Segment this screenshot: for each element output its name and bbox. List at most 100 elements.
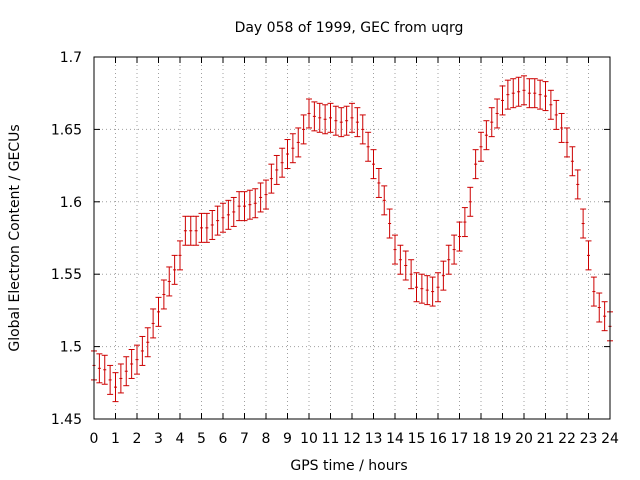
data-point <box>117 363 124 394</box>
data-point <box>187 215 194 246</box>
data-point <box>273 154 280 185</box>
x-tick-label: 7 <box>240 431 249 447</box>
data-point <box>418 273 425 304</box>
data-point <box>236 191 243 222</box>
data-point <box>537 79 544 110</box>
x-tick-label: 13 <box>365 431 383 447</box>
data-point <box>547 89 554 120</box>
axis-ticks <box>93 56 611 420</box>
data-point <box>316 102 323 133</box>
data-point <box>214 205 221 236</box>
data-point <box>569 146 576 177</box>
data-point <box>268 163 275 194</box>
x-tick-labels: 0 1 2 3 4 5 6 7 8 9 10 11 12 13 14 15 16 17 18 19 20 21 22 23 24 <box>90 431 619 447</box>
data-point <box>354 107 361 138</box>
data-point <box>435 272 441 303</box>
data-point <box>246 189 253 220</box>
x-tick-label: 9 <box>283 431 292 447</box>
data-point <box>504 79 511 110</box>
x-tick-label: 12 <box>343 431 361 447</box>
x-tick-label: 5 <box>197 431 206 447</box>
data-point <box>332 105 339 136</box>
data-point <box>203 212 210 243</box>
x-tick-label: 6 <box>219 431 228 447</box>
data-point <box>193 215 200 246</box>
data-point <box>166 266 173 297</box>
data-point <box>515 76 522 107</box>
data-point <box>574 169 581 200</box>
data-point <box>445 244 452 275</box>
x-tick-label: 14 <box>386 431 404 447</box>
x-tick-label: 1 <box>111 431 120 447</box>
data-point <box>392 234 398 265</box>
plot-frame <box>93 56 611 420</box>
y-tick-label: 1.5 <box>60 340 82 356</box>
x-tick-label: 16 <box>429 431 447 447</box>
x-tick-label: 3 <box>154 431 163 447</box>
data-point <box>160 279 167 310</box>
data-point <box>144 327 151 358</box>
data-point <box>263 179 269 210</box>
data-point <box>370 149 377 180</box>
data-point <box>564 127 570 158</box>
data-point <box>483 120 490 151</box>
data-point <box>198 212 205 243</box>
x-tick-label: 18 <box>472 431 490 447</box>
data-point <box>295 127 302 158</box>
y-tick-label: 1.55 <box>51 267 82 283</box>
data-point <box>101 354 108 385</box>
data-point <box>134 344 140 375</box>
data-point <box>424 275 431 306</box>
data-point <box>311 101 318 132</box>
data-point <box>306 98 312 129</box>
data-point <box>343 105 350 136</box>
data-point <box>413 272 420 303</box>
data-point <box>478 131 484 162</box>
data-point <box>558 112 565 143</box>
data-point <box>585 240 592 271</box>
x-tick-label: 17 <box>451 431 469 447</box>
data-point <box>257 182 264 213</box>
data-point <box>155 296 162 327</box>
data-point <box>510 78 517 109</box>
x-tick-label: 15 <box>408 431 426 447</box>
data-point <box>123 356 130 387</box>
x-tick-label: 8 <box>262 431 271 447</box>
data-point <box>209 209 216 240</box>
y-tick-labels: 1.45 1.5 1.55 1.6 1.65 1.7 <box>51 50 82 428</box>
x-tick-label: 2 <box>133 431 142 447</box>
data-point <box>349 102 355 133</box>
data-point <box>397 244 404 275</box>
data-point <box>252 188 259 219</box>
data-point <box>531 78 538 109</box>
data-point <box>601 301 608 332</box>
data-point <box>499 85 506 116</box>
data-point <box>359 114 366 145</box>
data-point <box>386 208 393 239</box>
x-tick-label: 23 <box>580 431 598 447</box>
data-point <box>596 292 603 323</box>
data-point <box>338 107 345 138</box>
data-point <box>381 185 388 216</box>
data-point <box>429 276 436 307</box>
data-point <box>284 139 291 169</box>
y-tick-label: 1.45 <box>51 412 82 428</box>
data-point <box>139 335 146 366</box>
data-point <box>182 215 189 246</box>
x-tick-label: 0 <box>90 431 99 447</box>
data-point <box>171 254 178 285</box>
x-tick-label: 21 <box>537 431 555 447</box>
data-point <box>456 221 463 252</box>
data-point <box>375 167 382 198</box>
data-point <box>279 147 286 178</box>
data-point <box>580 208 587 239</box>
data-point <box>230 196 237 227</box>
data-point <box>327 102 334 133</box>
data-point <box>128 348 135 379</box>
data-point <box>467 186 474 217</box>
data-point <box>322 104 329 135</box>
data-point <box>553 99 560 130</box>
x-tick-label: 19 <box>494 431 512 447</box>
data-point <box>107 364 114 395</box>
